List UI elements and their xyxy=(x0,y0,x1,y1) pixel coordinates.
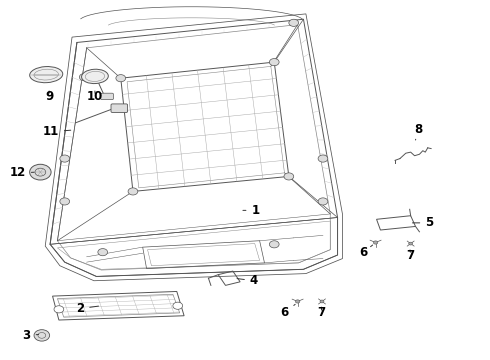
Circle shape xyxy=(270,241,279,248)
Ellipse shape xyxy=(81,69,108,84)
Text: 4: 4 xyxy=(237,274,258,287)
Circle shape xyxy=(34,330,49,341)
Circle shape xyxy=(116,75,125,82)
FancyBboxPatch shape xyxy=(101,93,114,100)
Circle shape xyxy=(128,188,138,195)
Circle shape xyxy=(173,302,183,309)
Circle shape xyxy=(409,242,413,245)
Circle shape xyxy=(30,164,51,180)
Circle shape xyxy=(284,173,294,180)
Text: 5: 5 xyxy=(413,216,434,229)
Circle shape xyxy=(318,198,328,205)
Text: 10: 10 xyxy=(87,90,103,103)
Text: 9: 9 xyxy=(45,90,53,103)
Circle shape xyxy=(289,19,298,26)
FancyBboxPatch shape xyxy=(111,104,127,112)
Circle shape xyxy=(98,249,108,256)
Text: 3: 3 xyxy=(23,329,39,342)
Circle shape xyxy=(60,198,70,205)
Text: 6: 6 xyxy=(360,245,373,258)
Text: 7: 7 xyxy=(318,306,325,319)
Circle shape xyxy=(373,241,378,244)
Circle shape xyxy=(318,155,328,162)
Text: 2: 2 xyxy=(76,302,98,315)
Circle shape xyxy=(295,300,300,303)
Circle shape xyxy=(79,73,89,81)
Circle shape xyxy=(320,300,324,303)
Text: 12: 12 xyxy=(9,166,34,179)
Circle shape xyxy=(270,59,279,66)
Circle shape xyxy=(54,306,64,313)
Circle shape xyxy=(60,155,70,162)
Text: 6: 6 xyxy=(281,304,295,319)
Text: 11: 11 xyxy=(43,125,71,138)
Text: 1: 1 xyxy=(243,204,260,217)
Text: 7: 7 xyxy=(407,248,415,261)
Ellipse shape xyxy=(30,67,63,83)
Text: 8: 8 xyxy=(414,123,422,140)
